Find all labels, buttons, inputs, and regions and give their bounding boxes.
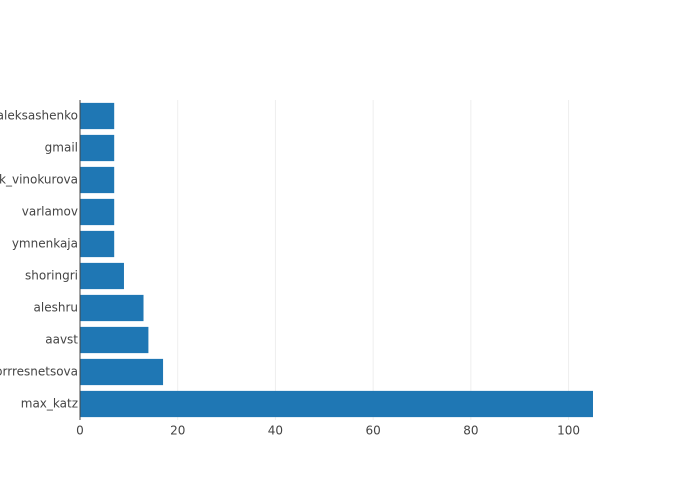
y-tick-label: k_vinokurova bbox=[0, 173, 78, 187]
bar bbox=[80, 262, 124, 290]
x-tick-label: 80 bbox=[463, 424, 478, 438]
bar bbox=[80, 134, 115, 162]
x-tick-label: 20 bbox=[170, 424, 185, 438]
bar bbox=[80, 358, 164, 386]
bar bbox=[80, 326, 149, 354]
y-tick-label: Saleksashenko bbox=[0, 109, 78, 123]
y-tick-label: shoringri bbox=[25, 269, 78, 283]
bar bbox=[80, 166, 115, 194]
bar bbox=[80, 230, 115, 258]
y-tick-label: varlamov bbox=[22, 205, 78, 219]
x-tick-label: 60 bbox=[366, 424, 381, 438]
y-tick-label: aleshru bbox=[34, 301, 78, 315]
bar bbox=[80, 390, 593, 418]
x-tick-label: 40 bbox=[268, 424, 283, 438]
y-tick-label: max_katz bbox=[21, 397, 78, 411]
y-tick-label: prrresnetsova bbox=[0, 365, 78, 379]
y-tick-label: gmail bbox=[45, 141, 78, 155]
bar bbox=[80, 294, 144, 322]
bar bbox=[80, 102, 115, 130]
x-tick-label: 0 bbox=[76, 424, 84, 438]
x-tick-label: 100 bbox=[557, 424, 580, 438]
y-tick-label: aavst bbox=[45, 333, 78, 347]
y-tick-label: ymnenkaja bbox=[12, 237, 78, 251]
bar bbox=[80, 198, 115, 226]
